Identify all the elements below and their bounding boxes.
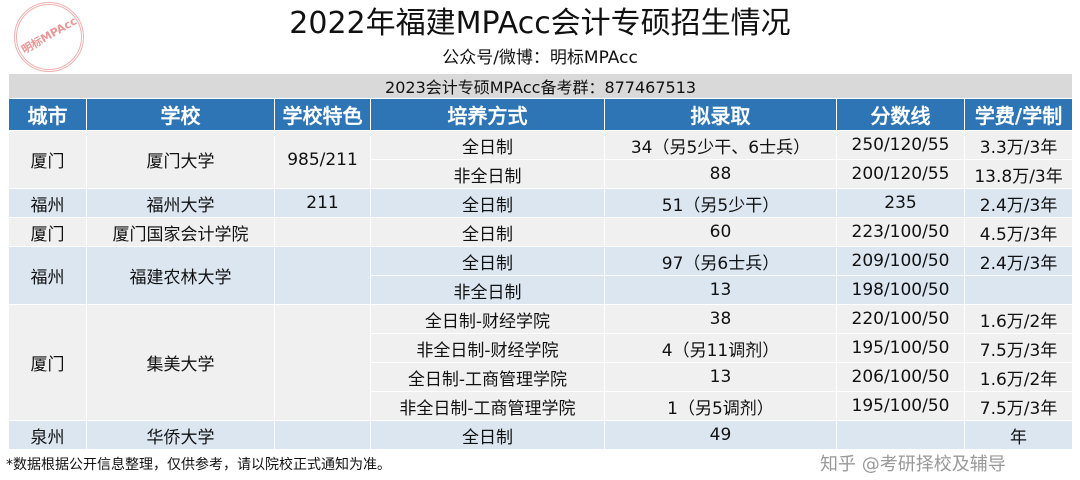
admit-cell: 60 bbox=[604, 217, 837, 247]
table-row: 福州 福建农林大学 全日制 97（另6士兵） 209/100/50 2.4万/3年 bbox=[8, 246, 1074, 305]
feature-cell bbox=[274, 246, 371, 305]
table-row: 厦门 厦门国家会计学院 全日制 60 223/100/50 4.5万/3年 bbox=[8, 217, 1074, 247]
school-cell: 厦门国家会计学院 bbox=[86, 217, 275, 247]
fee-cell: 年 bbox=[963, 420, 1074, 450]
score-cell: 206/100/50 bbox=[836, 362, 965, 392]
table-row: 非全日制 88 200/120/55 13.8万/3年 bbox=[9, 159, 1074, 189]
city-cell: 福州 bbox=[8, 188, 87, 218]
table-row: 福州 福州大学 211 全日制 51（另5少干） 235 2.4万/3年 bbox=[8, 188, 1074, 218]
mode-cell: 全日制-财经学院 bbox=[370, 304, 605, 334]
mode-cell: 全日制 bbox=[370, 188, 605, 218]
mode-cell: 非全日制 bbox=[370, 159, 605, 189]
table-row: 非全日制-财经学院 4（另11调剂） 195/100/50 7.5万/3年 bbox=[9, 333, 1074, 363]
mode-cell: 全日制 bbox=[370, 130, 605, 160]
subtitle: 公众号/微博：明标MPAcc bbox=[442, 48, 638, 68]
fee-cell: 13.8万/3年 bbox=[963, 159, 1074, 189]
city-cell: 厦门 bbox=[8, 304, 87, 421]
page-title: 2022年福建MPAcc会计专硕招生情况 bbox=[289, 6, 791, 41]
table-row: 泉州 华侨大学 全日制 49 年 bbox=[8, 420, 1074, 450]
mode-cell: 全日制 bbox=[370, 246, 605, 276]
admit-cell: 4（另11调剂） bbox=[604, 333, 837, 363]
header-score: 分数线 bbox=[836, 98, 965, 131]
header-city: 城市 bbox=[8, 98, 87, 131]
mode-cell: 非全日制-财经学院 bbox=[370, 333, 605, 363]
score-cell: 200/120/55 bbox=[836, 159, 965, 189]
score-cell: 223/100/50 bbox=[836, 217, 965, 247]
score-cell: 195/100/50 bbox=[836, 391, 965, 421]
mode-cell: 全日制 bbox=[370, 420, 605, 450]
header-fee: 学费/学制 bbox=[963, 98, 1074, 131]
table-row: 厦门 厦门大学 985/211 全日制 34（另5少干、6士兵） 250/120/55 3.… bbox=[8, 130, 1074, 189]
table-row: 非全日制-工商管理学院 1（另5调剂） 195/100/50 7.5万/3年 bbox=[9, 391, 1074, 421]
school-cell: 集美大学 bbox=[86, 304, 275, 421]
city-cell: 厦门 bbox=[8, 130, 87, 189]
school-cell: 厦门大学 bbox=[86, 130, 275, 189]
fee-cell: 1.6万/2年 bbox=[963, 304, 1074, 334]
score-cell: 220/100/50 bbox=[836, 304, 965, 334]
admit-cell: 88 bbox=[604, 159, 837, 189]
header-row: 城市 学校 学校特色 培养方式 拟录取 分数线 学费/学制 bbox=[8, 98, 1074, 131]
mode-cell: 非全日制-工商管理学院 bbox=[370, 391, 605, 421]
feature-cell: 985/211 bbox=[274, 130, 371, 189]
school-cell: 福州大学 bbox=[86, 188, 275, 218]
header-mode: 培养方式 bbox=[370, 98, 605, 131]
admit-cell: 13 bbox=[604, 275, 837, 305]
feature-cell bbox=[274, 217, 371, 247]
mode-cell: 全日制 bbox=[370, 217, 605, 247]
header-admit: 拟录取 bbox=[604, 98, 837, 131]
admit-cell: 97（另6士兵） bbox=[604, 246, 837, 276]
school-cell: 华侨大学 bbox=[86, 420, 275, 450]
fee-cell: 2.4万/3年 bbox=[963, 246, 1074, 276]
fee-cell: 2.4万/3年 bbox=[963, 188, 1074, 218]
city-cell: 泉州 bbox=[8, 420, 87, 450]
admit-cell: 34（另5少干、6士兵） bbox=[604, 130, 837, 160]
score-cell: 198/100/50 bbox=[836, 275, 965, 305]
header-feature: 学校特色 bbox=[274, 98, 371, 131]
watermark: 知乎 @考研择校及辅导 bbox=[820, 454, 1006, 475]
school-cell: 福建农林大学 bbox=[86, 246, 275, 305]
fee-cell: 3.3万/3年 bbox=[963, 130, 1074, 160]
admit-cell: 38 bbox=[604, 304, 837, 334]
city-cell: 福州 bbox=[8, 246, 87, 305]
admissions-table: 2023会计专硕MPAcc备考群：877467513 城市 学校 学校特色 培养方式拟… bbox=[7, 73, 1074, 450]
fee-cell bbox=[963, 275, 1074, 305]
admit-cell: 13 bbox=[604, 362, 837, 392]
score-cell: 235 bbox=[836, 188, 965, 218]
score-cell: 250/120/55 bbox=[836, 130, 965, 160]
feature-cell bbox=[274, 420, 371, 450]
feature-cell bbox=[274, 304, 371, 421]
header-school: 学校 bbox=[86, 98, 275, 131]
feature-cell: 211 bbox=[274, 188, 371, 218]
score-cell bbox=[836, 420, 965, 450]
footnote: *数据根据公开信息整理，仅供参考，请以院校正式通知为准。 bbox=[6, 457, 391, 473]
city-cell: 厦门 bbox=[8, 217, 87, 247]
admit-cell: 1（另5调剂） bbox=[604, 391, 837, 421]
score-cell: 209/100/50 bbox=[836, 246, 965, 276]
fee-cell: 7.5万/3年 bbox=[963, 333, 1074, 363]
fee-cell: 4.5万/3年 bbox=[963, 217, 1074, 247]
admit-cell: 51（另5少干） bbox=[604, 188, 837, 218]
group-number-row: 2023会计专硕MPAcc备考群：877467513 bbox=[7, 73, 1074, 99]
table-row: 非全日制 13 198/100/50 bbox=[9, 275, 1074, 305]
score-cell: 195/100/50 bbox=[836, 333, 965, 363]
mode-cell: 全日制-工商管理学院 bbox=[370, 362, 605, 392]
fee-cell: 1.6万/2年 bbox=[963, 362, 1074, 392]
fee-cell: 7.5万/3年 bbox=[963, 391, 1074, 421]
mode-cell: 非全日制 bbox=[370, 275, 605, 305]
admit-cell: 49 bbox=[604, 420, 837, 450]
table-row: 厦门 集美大学 全日制-财经学院 38 220/100/50 1.6万/2年 bbox=[8, 304, 1074, 421]
